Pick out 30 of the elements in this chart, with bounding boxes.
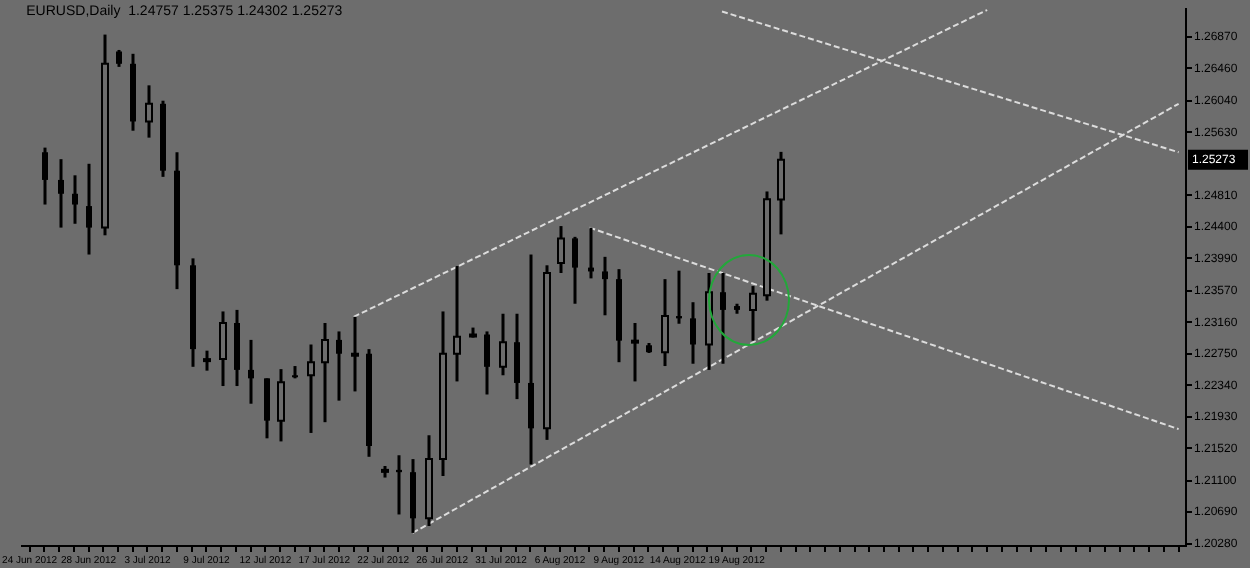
candlestick: [661, 277, 669, 368]
candlestick: [484, 329, 490, 396]
candlestick: [145, 83, 153, 140]
candlestick: [321, 321, 329, 424]
candlestick: [336, 329, 342, 403]
candlestick: [528, 253, 534, 466]
candlestick: [42, 146, 48, 207]
candlestick: [203, 349, 211, 373]
candlestick: [307, 343, 315, 435]
candlestick: [86, 162, 92, 257]
candlestick: [234, 308, 240, 388]
candlestick: [690, 300, 696, 366]
candlestick: [572, 235, 578, 306]
candlestick: [602, 255, 608, 317]
candlestick: [499, 312, 507, 377]
candlestick: [631, 321, 639, 383]
candlestick: [58, 157, 64, 230]
candlestick: [777, 150, 785, 236]
candlestick: [72, 173, 78, 226]
candlestick: [410, 457, 416, 535]
candlestick: [749, 284, 757, 343]
candlestick: [277, 367, 285, 443]
candlestick: [557, 224, 565, 275]
candlestick: [219, 309, 227, 388]
candlestick: [264, 376, 270, 440]
candlestick: [720, 271, 726, 366]
candlestick: [351, 315, 359, 393]
candlestick: [248, 338, 254, 406]
candlestick: [514, 312, 520, 401]
candlestick: [453, 264, 461, 383]
